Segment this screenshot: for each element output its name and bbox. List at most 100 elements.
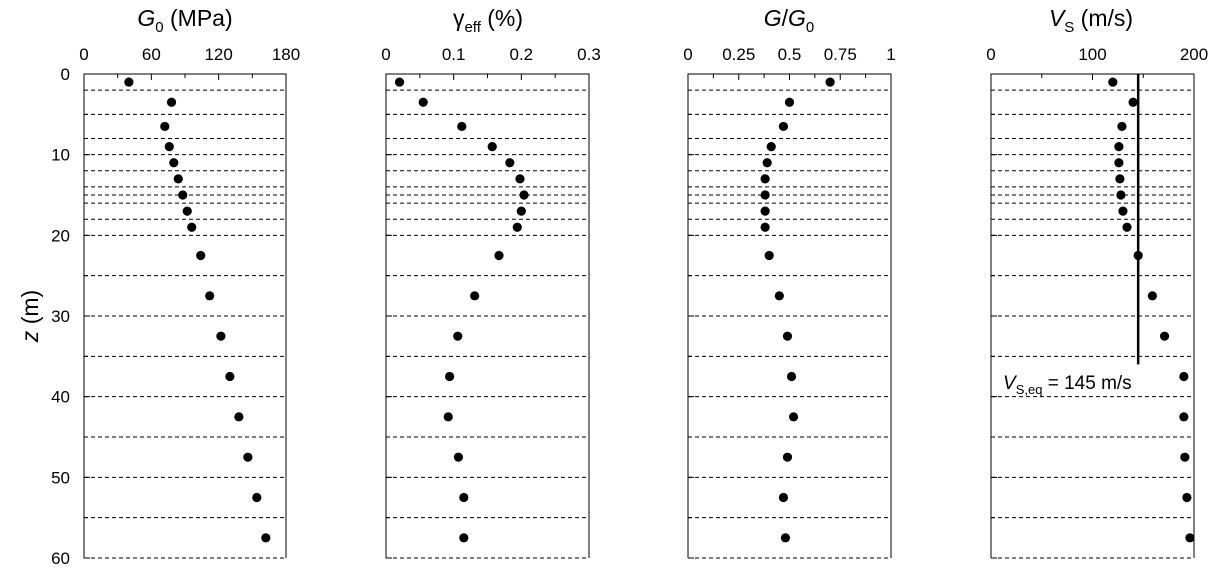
- data-point: [760, 190, 770, 200]
- panel-title-gamma-eff: γeff (%): [453, 5, 523, 36]
- data-point: [234, 412, 244, 422]
- x-tick-label: 100: [1078, 45, 1106, 64]
- data-point: [519, 190, 529, 200]
- data-point: [443, 412, 453, 422]
- data-point: [825, 77, 835, 87]
- data-point: [1182, 492, 1192, 503]
- data-point: [774, 291, 784, 301]
- data-point: [196, 250, 206, 261]
- y-tick-label: 60: [51, 549, 70, 568]
- x-tick-label: 0.3: [577, 45, 601, 64]
- data-point: [766, 142, 776, 152]
- y-tick-label: 20: [51, 226, 70, 245]
- data-point: [166, 97, 177, 107]
- data-point: [1180, 452, 1190, 462]
- data-point: [778, 121, 789, 132]
- data-point: [788, 412, 799, 422]
- data-points: [124, 77, 1195, 543]
- data-point: [762, 158, 772, 168]
- data-point: [778, 492, 789, 503]
- data-point: [780, 533, 791, 543]
- x-tick-label: 120: [204, 45, 232, 64]
- data-point: [512, 222, 522, 232]
- data-point: [1114, 158, 1124, 168]
- x-tick-label: 0: [683, 45, 692, 64]
- data-point: [243, 452, 253, 462]
- x-tick-label: 0.5: [778, 45, 802, 64]
- data-point: [782, 452, 793, 462]
- y-tick-label: 40: [51, 388, 70, 407]
- y-tick-label: 0: [61, 65, 70, 84]
- panel-title-g0: G0 (MPa): [137, 5, 232, 36]
- data-point: [459, 533, 469, 543]
- data-point: [261, 533, 271, 543]
- data-point: [1179, 412, 1189, 422]
- data-point: [445, 371, 455, 382]
- data-point: [1108, 77, 1118, 87]
- data-point: [505, 158, 515, 168]
- vs-eq-annotation: VS,eq = 145 m/s: [1003, 373, 1132, 397]
- y-tick-label: 30: [51, 307, 70, 326]
- layer-boundaries: [84, 89, 1194, 559]
- data-point: [216, 331, 226, 341]
- axis-ticks: 0 60 120 180 0 0.1 0.2 0.3 0 0.25 0.5 0.75 1 0 100 2000…: [51, 45, 1208, 568]
- data-point: [760, 222, 770, 232]
- x-tick-label: 60: [142, 45, 161, 64]
- data-point: [169, 158, 179, 168]
- data-point: [470, 291, 480, 301]
- data-point: [1122, 222, 1132, 232]
- data-point: [182, 206, 192, 216]
- x-tick-label: 0.1: [442, 45, 466, 64]
- x-tick-label: 0.25: [722, 45, 755, 64]
- data-point: [124, 77, 134, 87]
- data-point: [516, 206, 526, 216]
- x-tick-label: 200: [1180, 45, 1208, 64]
- x-tick-label: 0: [79, 45, 88, 64]
- data-point: [453, 452, 464, 462]
- data-point: [494, 250, 504, 261]
- data-point: [1117, 121, 1127, 132]
- data-point: [160, 121, 170, 132]
- data-point: [1118, 206, 1128, 216]
- data-point: [252, 492, 262, 503]
- data-point: [418, 97, 428, 107]
- data-point: [760, 174, 770, 184]
- x-tick-label: 1: [886, 45, 895, 64]
- data-point: [1185, 533, 1195, 543]
- data-point: [1179, 371, 1189, 382]
- data-point: [515, 174, 525, 184]
- panel-title-g-over-g0: G/G0: [764, 5, 815, 36]
- data-point: [1159, 331, 1170, 341]
- data-point: [394, 77, 405, 87]
- data-point: [782, 331, 793, 341]
- data-point: [164, 142, 174, 152]
- x-tick-label: 0.2: [510, 45, 534, 64]
- data-point: [205, 291, 215, 301]
- data-point: [187, 222, 197, 232]
- data-point: [786, 371, 797, 382]
- data-point: [764, 250, 774, 261]
- x-tick-label: 0: [986, 45, 995, 64]
- y-tick-label: 10: [51, 146, 70, 165]
- data-point: [457, 121, 467, 132]
- data-point: [453, 331, 463, 341]
- data-point: [760, 206, 770, 216]
- data-point: [1147, 291, 1157, 301]
- x-tick-label: 0: [381, 45, 390, 64]
- data-point: [784, 97, 795, 107]
- x-tick-label: 0.75: [824, 45, 857, 64]
- data-point: [225, 371, 235, 382]
- panel-title-vs: VS (m/s): [1049, 5, 1133, 36]
- data-point: [178, 190, 188, 200]
- data-point: [459, 492, 469, 503]
- data-point: [1115, 174, 1125, 184]
- data-point: [1116, 190, 1126, 200]
- y-tick-label: 50: [51, 468, 70, 487]
- data-point: [487, 142, 497, 152]
- data-point: [1114, 142, 1124, 152]
- y-axis-label: z (m): [17, 290, 43, 343]
- data-point: [1128, 97, 1138, 107]
- data-point: [173, 174, 183, 184]
- x-tick-label: 180: [272, 45, 300, 64]
